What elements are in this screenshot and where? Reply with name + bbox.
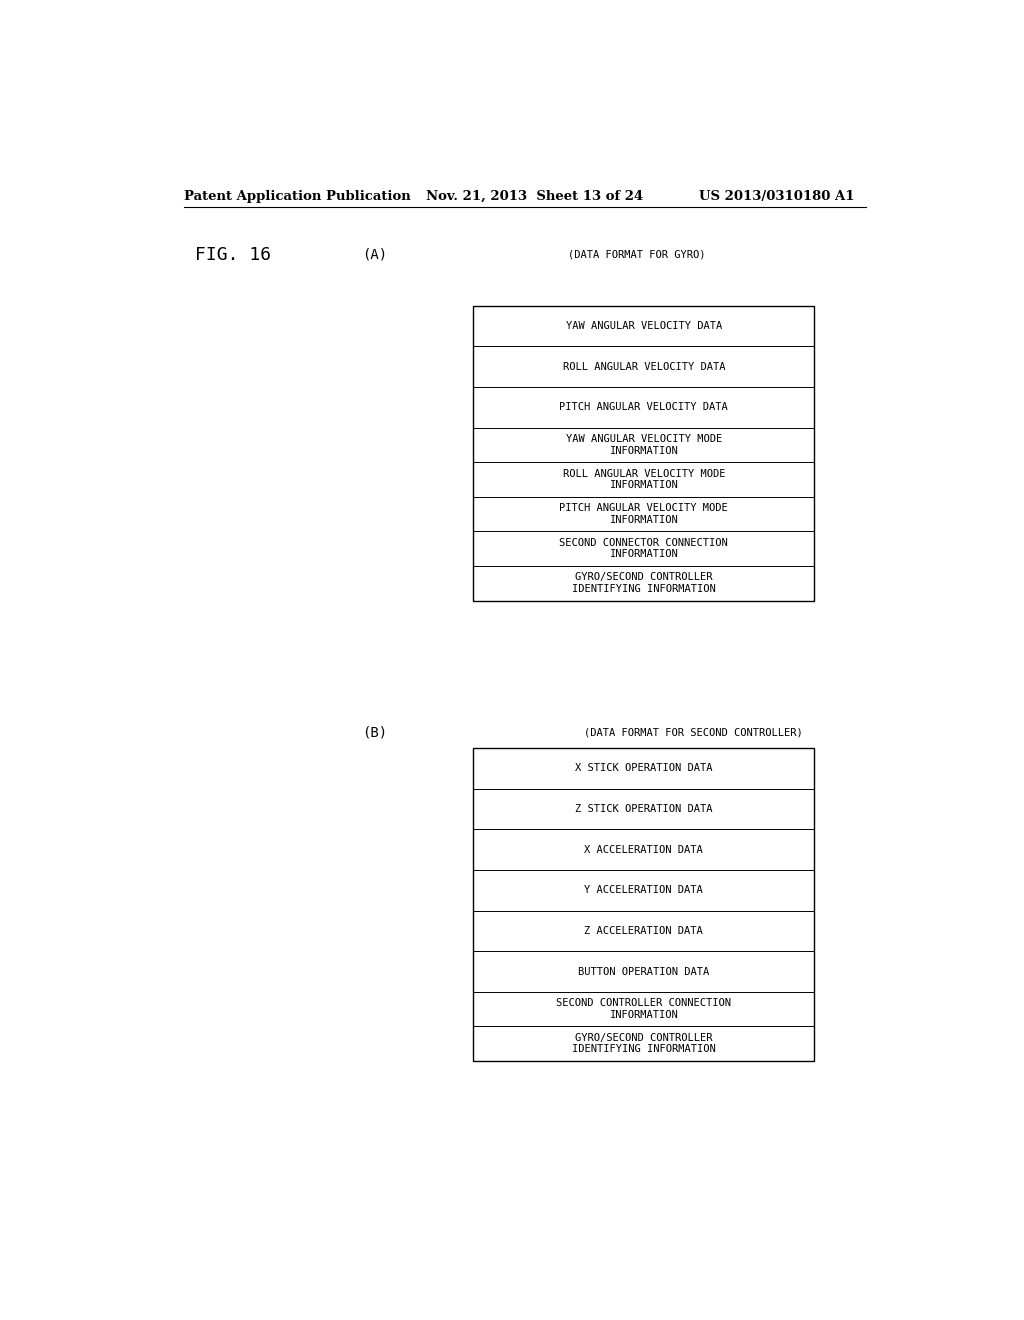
Text: YAW ANGULAR VELOCITY DATA: YAW ANGULAR VELOCITY DATA [565,321,722,331]
Text: GYRO/SECOND CONTROLLER
IDENTIFYING INFORMATION: GYRO/SECOND CONTROLLER IDENTIFYING INFOR… [572,1032,716,1055]
Text: PITCH ANGULAR VELOCITY MODE
INFORMATION: PITCH ANGULAR VELOCITY MODE INFORMATION [559,503,728,525]
Text: ROLL ANGULAR VELOCITY DATA: ROLL ANGULAR VELOCITY DATA [562,362,725,372]
Text: Patent Application Publication: Patent Application Publication [183,190,411,202]
Text: Z ACCELERATION DATA: Z ACCELERATION DATA [585,925,703,936]
Text: (B): (B) [362,726,387,739]
Text: (A): (A) [362,248,387,261]
Text: PITCH ANGULAR VELOCITY DATA: PITCH ANGULAR VELOCITY DATA [559,403,728,412]
Text: GYRO/SECOND CONTROLLER
IDENTIFYING INFORMATION: GYRO/SECOND CONTROLLER IDENTIFYING INFOR… [572,573,716,594]
Text: Nov. 21, 2013  Sheet 13 of 24: Nov. 21, 2013 Sheet 13 of 24 [426,190,643,202]
Bar [473,306,814,601]
Text: US 2013/0310180 A1: US 2013/0310180 A1 [699,190,855,202]
Bar [473,748,814,1061]
Text: Y ACCELERATION DATA: Y ACCELERATION DATA [585,886,703,895]
Text: (DATA FORMAT FOR SECOND CONTROLLER): (DATA FORMAT FOR SECOND CONTROLLER) [585,727,803,738]
Text: X ACCELERATION DATA: X ACCELERATION DATA [585,845,703,854]
Text: Z STICK OPERATION DATA: Z STICK OPERATION DATA [575,804,713,814]
Text: ROLL ANGULAR VELOCITY MODE
INFORMATION: ROLL ANGULAR VELOCITY MODE INFORMATION [562,469,725,491]
Text: SECOND CONNECTOR CONNECTION
INFORMATION: SECOND CONNECTOR CONNECTION INFORMATION [559,537,728,560]
Text: SECOND CONTROLLER CONNECTION
INFORMATION: SECOND CONTROLLER CONNECTION INFORMATION [556,998,731,1020]
Text: FIG. 16: FIG. 16 [196,246,271,264]
Text: (DATA FORMAT FOR GYRO): (DATA FORMAT FOR GYRO) [568,249,706,260]
Text: X STICK OPERATION DATA: X STICK OPERATION DATA [575,763,713,774]
Text: BUTTON OPERATION DATA: BUTTON OPERATION DATA [579,966,710,977]
Text: YAW ANGULAR VELOCITY MODE
INFORMATION: YAW ANGULAR VELOCITY MODE INFORMATION [565,434,722,455]
